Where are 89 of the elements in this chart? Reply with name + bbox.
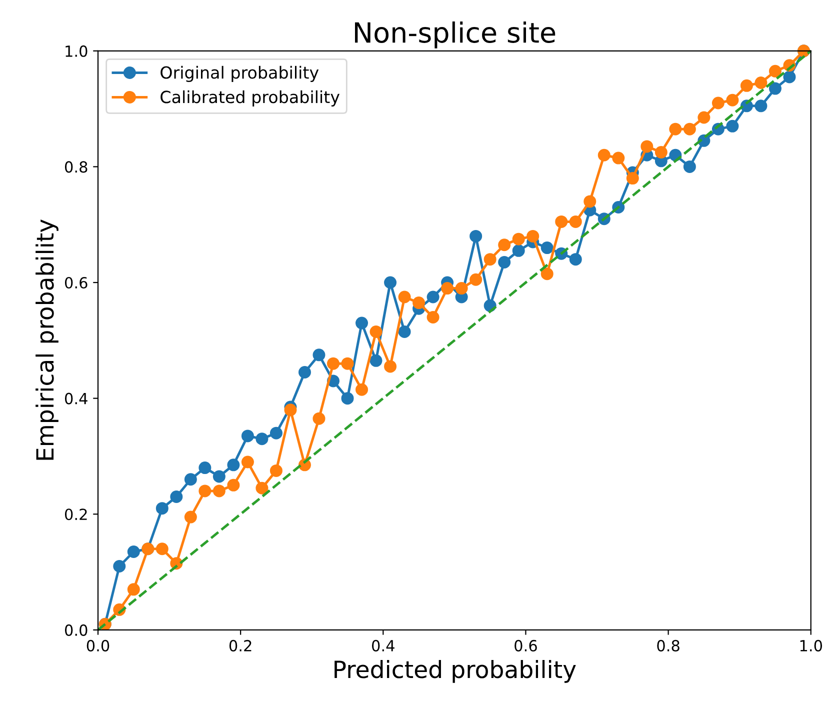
x-tick-label: 0.2 <box>229 640 252 652</box>
point <box>184 473 197 486</box>
point <box>669 122 682 136</box>
point <box>327 357 340 370</box>
point <box>612 152 625 164</box>
point <box>498 256 511 268</box>
point <box>113 560 126 572</box>
point <box>198 462 212 474</box>
point <box>127 583 140 596</box>
point <box>284 404 297 416</box>
point <box>227 458 240 472</box>
x-tick-label: 1.0 <box>800 640 822 652</box>
point <box>170 490 183 504</box>
point <box>526 230 540 242</box>
point <box>726 120 739 132</box>
point <box>127 546 140 558</box>
point <box>341 392 354 405</box>
point <box>683 160 696 173</box>
x-axis-title: Predicted probability <box>334 660 576 683</box>
y-tick-label: 0.0 <box>64 624 88 636</box>
point <box>498 238 511 252</box>
point <box>156 542 168 556</box>
y-tick-label: 0.6 <box>64 276 88 289</box>
point <box>740 79 753 92</box>
point <box>540 268 554 280</box>
point <box>212 484 226 498</box>
y-tick-label: 0.2 <box>64 508 87 520</box>
point <box>584 195 596 208</box>
point <box>698 111 710 124</box>
point <box>212 470 226 483</box>
x-tick-label: 0.0 <box>86 640 110 652</box>
x-tick-label: 0.4 <box>372 640 394 652</box>
point <box>470 230 482 242</box>
legend-label: Calibrated probability <box>160 90 340 106</box>
point <box>356 316 368 330</box>
chart-title: Non-splice site <box>355 21 556 48</box>
point <box>270 426 282 440</box>
point <box>569 215 582 228</box>
point <box>768 82 782 95</box>
y-tick-label: 1.0 <box>66 45 88 57</box>
point <box>441 282 454 295</box>
point <box>484 253 496 266</box>
point <box>341 357 354 370</box>
point <box>370 354 382 367</box>
point <box>198 484 212 498</box>
point <box>384 276 397 289</box>
point <box>298 366 311 379</box>
point <box>712 96 724 110</box>
point <box>356 383 368 396</box>
point <box>370 325 382 338</box>
point <box>384 360 397 373</box>
point <box>241 456 254 468</box>
point <box>398 290 411 304</box>
point <box>640 140 654 153</box>
point <box>184 510 197 524</box>
point <box>426 311 440 324</box>
point <box>783 70 796 84</box>
point <box>398 325 411 338</box>
point <box>569 253 582 266</box>
point <box>512 244 525 257</box>
point <box>555 215 568 228</box>
y-tick-label: 0.4 <box>64 392 88 404</box>
point <box>312 348 326 362</box>
point <box>227 478 240 492</box>
point <box>754 76 768 89</box>
point <box>683 122 696 136</box>
point <box>156 502 168 515</box>
point <box>426 290 440 304</box>
point <box>256 482 268 494</box>
y-axis-title: Empirical probability <box>36 220 58 460</box>
point <box>470 273 482 286</box>
point <box>726 94 739 106</box>
point <box>241 430 254 442</box>
point <box>455 282 468 295</box>
point <box>768 64 782 78</box>
x-tick-label: 0.6 <box>514 640 537 652</box>
point <box>626 172 639 185</box>
y-tick-label: 0.8 <box>64 161 88 173</box>
point <box>540 242 554 254</box>
point <box>312 412 326 425</box>
point <box>654 146 668 158</box>
x-tick-label: 0.8 <box>657 640 680 652</box>
point <box>512 232 525 246</box>
point <box>598 148 610 162</box>
point <box>412 296 426 310</box>
point <box>270 464 282 477</box>
point <box>754 100 768 112</box>
point <box>256 432 268 446</box>
legend-label: Original probability <box>160 66 319 82</box>
